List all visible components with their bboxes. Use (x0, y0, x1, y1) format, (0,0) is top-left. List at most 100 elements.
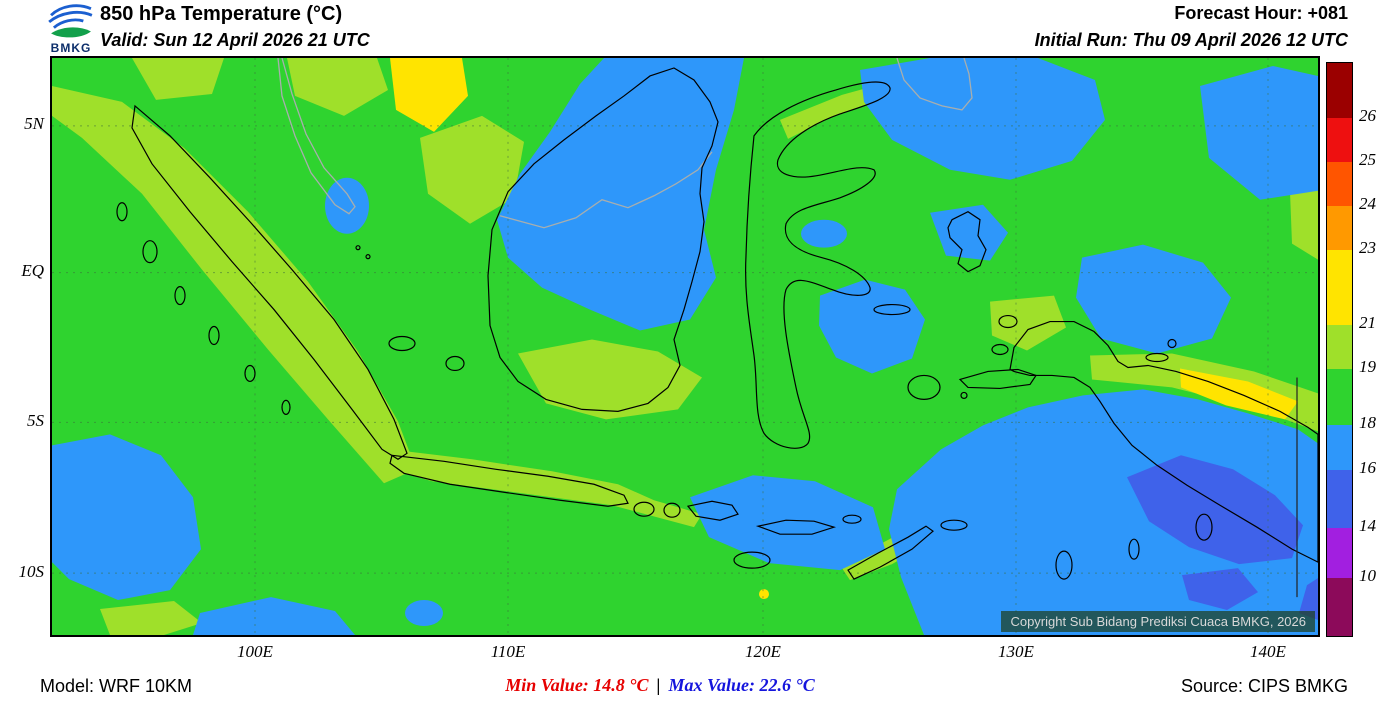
coast-mentawai-1 (116, 202, 128, 222)
source-label: Source: CIPS BMKG (1180, 676, 1348, 696)
field-16-18-ne-sumatra (325, 177, 369, 234)
min-value: Min Value: 14.8 °C (505, 675, 649, 695)
coast-sumatra (131, 104, 408, 461)
coast-nias (142, 240, 158, 264)
coastlines (116, 67, 1318, 598)
coast-tanimbar (1055, 550, 1073, 580)
country-borders (277, 58, 973, 229)
field-14-16-papua-2 (1299, 578, 1318, 621)
field-19-21-sw-corner (100, 601, 202, 635)
header-right: Forecast Hour: +081 Initial Run: Thu 09 … (1035, 3, 1348, 51)
coast-papua (1009, 320, 1318, 563)
coast-java (389, 454, 629, 507)
field-21-23-dot (759, 589, 769, 600)
coast-alor (842, 514, 862, 524)
coast-borneo (487, 67, 719, 412)
coast-biak (1167, 338, 1177, 349)
field-16-18-sw-1 (52, 434, 201, 601)
field-16-18-s-java (405, 600, 443, 627)
coast-lombok (663, 502, 681, 518)
border-mindanao (896, 58, 973, 111)
bmkg-logo-icon (48, 4, 93, 38)
coast-flores (755, 519, 837, 535)
border-borneo (499, 151, 713, 229)
colorbar-segment-4 (1327, 250, 1352, 325)
coast-misool (991, 343, 1009, 356)
coast-riau-2 (365, 254, 371, 260)
colorbar-segment-7 (1327, 425, 1352, 470)
coast-seram (958, 368, 1037, 390)
lat-label-5S: 5S (27, 411, 44, 430)
coast-waigeo (998, 314, 1018, 329)
valid-time: Valid: Sun 12 April 2026 21 UTC (100, 30, 370, 50)
colorbar-tick-25: 25 (1359, 150, 1376, 169)
field-21-23-top (390, 58, 468, 132)
lon-label-100E: 100E (237, 642, 273, 661)
field-16-18-sw-2 (193, 597, 355, 635)
field-19-21-s-borneo (518, 339, 702, 420)
field-19-21-halmahera (990, 295, 1066, 351)
coast-sula (873, 303, 911, 316)
lat-label-10S: 10S (18, 562, 45, 581)
coast-sulawesi (745, 81, 891, 449)
coast-yapen (1145, 352, 1169, 363)
coast-mentawai-4 (244, 364, 256, 383)
coast-ambon (960, 391, 968, 400)
field-16-18-tomini (801, 219, 847, 248)
coast-sumba (733, 551, 771, 569)
bmkg-logo: BMKG (44, 2, 98, 55)
minmax-values: Min Value: 14.8 °C | Max Value: 22.6 °C (0, 675, 1320, 696)
colorbar-tick-16: 16 (1359, 458, 1376, 477)
minmax-separator: | (656, 675, 661, 695)
coast-sumbawa (686, 500, 739, 521)
field-16-18-n-sulawesi (930, 204, 1008, 261)
field-16-18-ne-corner (1200, 65, 1318, 200)
field-19-21-ne-corner (1290, 185, 1318, 260)
colorbar-segment-3 (1327, 206, 1352, 250)
forecast-hour: Forecast Hour: +081 (1174, 3, 1348, 23)
colorbar-tick-18: 18 (1359, 413, 1376, 432)
coast-buru (907, 374, 941, 401)
colorbar-segment-6 (1327, 369, 1352, 425)
lon-label-140E: 140E (1250, 642, 1286, 661)
coast-kai (1128, 538, 1140, 560)
colorbar-segment-5 (1327, 325, 1352, 369)
model-label: Model: WRF 10KM (40, 676, 193, 696)
coast-halmahera (947, 211, 987, 273)
graticule-gridlines (52, 58, 1318, 635)
field-14-16-papua-1 (1127, 455, 1303, 565)
bmkg-logo-text: BMKG (50, 41, 92, 55)
field-19-21-java (390, 449, 702, 528)
colorbar-tick-10: 10 (1359, 566, 1376, 585)
border-malay-peninsula (277, 58, 356, 215)
colorbar-segment-1 (1327, 118, 1352, 162)
coast-timor (847, 525, 934, 580)
field-14-16-papua-3 (1182, 568, 1258, 611)
max-value: Max Value: 22.6 °C (668, 675, 815, 695)
coast-bangka (388, 335, 416, 352)
field-16-18-maluku (819, 279, 925, 374)
colorbar-tick-24: 24 (1359, 194, 1376, 213)
colorbar-segment-10 (1327, 578, 1352, 636)
field-19-21-top-1 (287, 58, 388, 116)
colorbar-tick-26: 26 (1359, 106, 1376, 125)
field-16-18-e-halmahera (1076, 244, 1231, 354)
initial-run: Initial Run: Thu 09 April 2026 12 UTC (1034, 30, 1348, 50)
field-19-21-nw-borneo (420, 115, 524, 224)
field-16-18-ne (860, 58, 1105, 180)
lat-label-EQ: EQ (21, 261, 44, 280)
coast-mentawai-5 (281, 399, 291, 415)
colorbar-segment-0 (1327, 63, 1352, 118)
colorbar-segment-8 (1327, 470, 1352, 528)
colorbar-tick-21: 21 (1359, 313, 1376, 332)
lon-label-120E: 120E (745, 642, 781, 661)
lon-label-130E: 130E (998, 642, 1034, 661)
colorbar-tick-23: 23 (1359, 238, 1376, 257)
copyright-overlay: Copyright Sub Bidang Prediksi Cuaca BMKG… (1001, 611, 1315, 632)
coast-wetar (940, 519, 968, 531)
coast-bali (633, 501, 655, 517)
map-area: Copyright Sub Bidang Prediksi Cuaca BMKG… (50, 56, 1320, 637)
field-19-21-top-2 (132, 58, 224, 100)
colorbar-segment-9 (1327, 528, 1352, 578)
